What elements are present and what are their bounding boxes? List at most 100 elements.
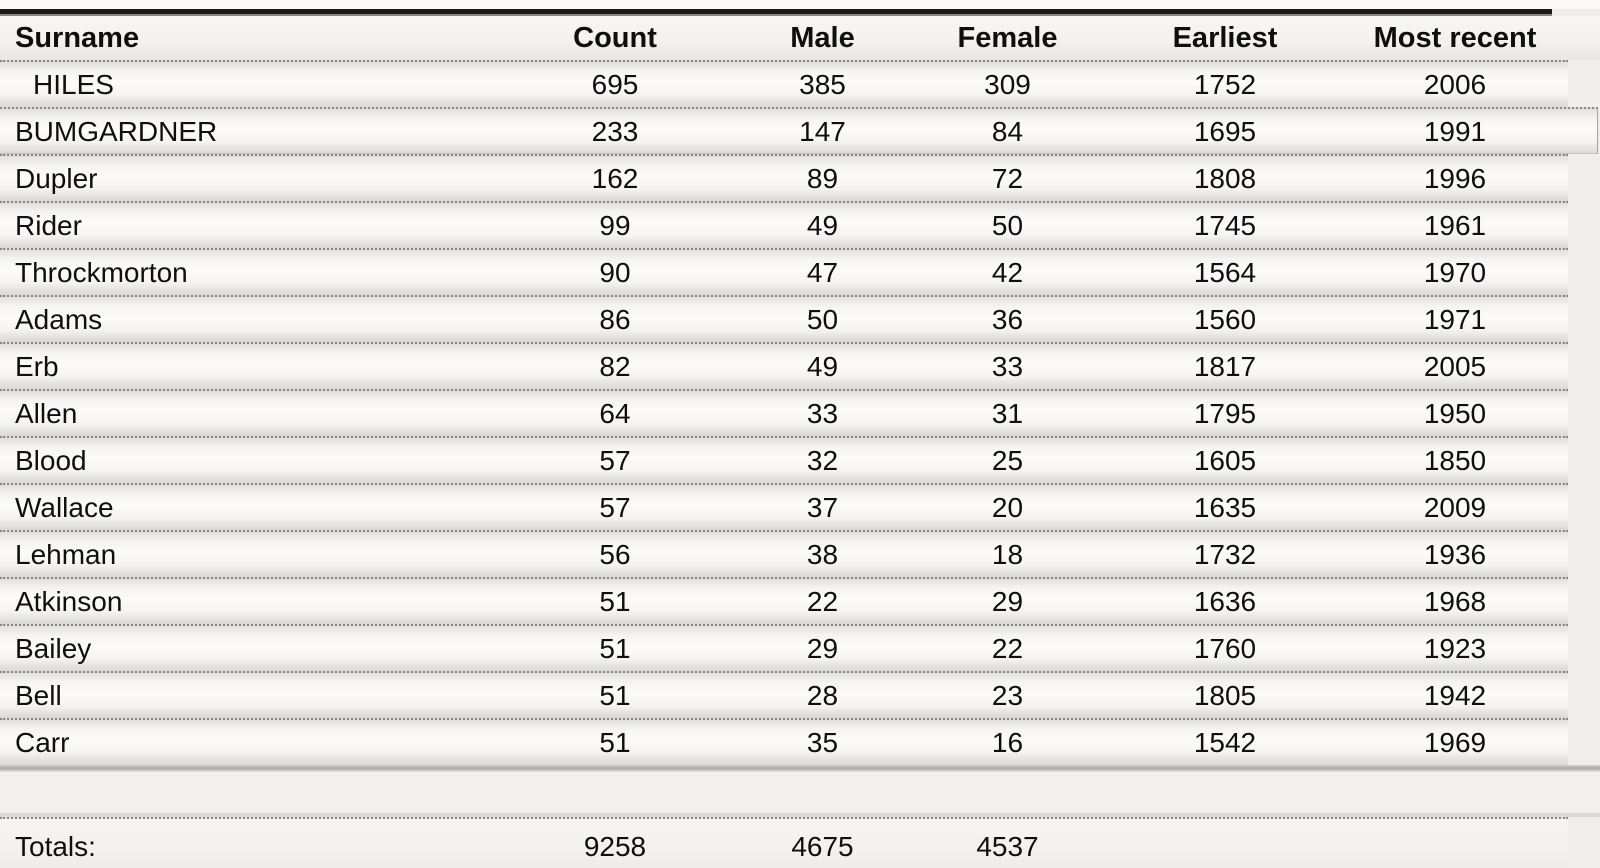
cell-female: 25	[991, 444, 1024, 476]
cell-count: 64	[599, 397, 631, 429]
table-row: Bailey 51 29 22 1760 1923	[0, 624, 1568, 671]
table-body: HILES 695 385 309 1752 2006 BUMGARDNER 2…	[0, 60, 1600, 765]
table-row: Rider 99 49 50 1745 1961	[0, 201, 1568, 248]
cell-count: 90	[599, 256, 631, 288]
cell-male: 49	[806, 350, 839, 382]
cell-female: 50	[991, 209, 1024, 241]
cell-surname: Adams	[15, 303, 103, 335]
cell-female: 33	[991, 350, 1024, 382]
cell-surname: Atkinson	[15, 585, 123, 617]
cell-female: 16	[991, 726, 1024, 758]
cell-surname: Blood	[15, 444, 87, 476]
cell-most-recent: 1970	[1423, 256, 1487, 288]
cell-most-recent: 1968	[1423, 585, 1487, 617]
cell-count: 51	[599, 726, 631, 758]
column-header-earliest: Earliest	[1172, 21, 1278, 54]
cell-surname: Throckmorton	[15, 256, 188, 288]
cell-male: 37	[806, 491, 839, 523]
cell-most-recent: 1942	[1423, 679, 1487, 711]
table-row: BUMGARDNER 233 147 84 1695 1991	[0, 107, 1598, 154]
table-row: Lehman 56 38 18 1732 1936	[0, 530, 1568, 577]
cell-female: 29	[991, 585, 1024, 617]
cell-count: 51	[599, 585, 631, 617]
cell-female: 31	[991, 397, 1024, 429]
totals-female-value: 4537	[976, 830, 1039, 862]
cell-count: 99	[599, 209, 631, 241]
cell-surname: HILES	[33, 68, 114, 100]
cell-earliest: 1542	[1193, 726, 1257, 758]
cell-most-recent: 2005	[1423, 350, 1487, 382]
cell-male: 29	[806, 632, 839, 664]
cell-earliest: 1564	[1193, 256, 1257, 288]
cell-most-recent: 1996	[1423, 162, 1487, 194]
cell-male: 28	[806, 679, 839, 711]
cell-earliest: 1808	[1193, 162, 1257, 194]
totals-row: Totals: 9258 4675 4537	[0, 817, 1568, 868]
cell-male: 33	[806, 397, 839, 429]
table-row: HILES 695 385 309 1752 2006	[0, 60, 1568, 107]
cell-count: 162	[591, 162, 639, 194]
cell-most-recent: 1961	[1423, 209, 1487, 241]
table-row: Blood 57 32 25 1605 1850	[0, 436, 1568, 483]
cell-female: 84	[991, 115, 1024, 147]
cell-male: 38	[806, 538, 839, 570]
table-row: Atkinson 51 22 29 1636 1968	[0, 577, 1568, 624]
table-row: Throckmorton 90 47 42 1564 1970	[0, 248, 1568, 295]
cell-male: 50	[806, 303, 839, 335]
table-row: Adams 86 50 36 1560 1971	[0, 295, 1568, 342]
table-header-row: Surname Count Male Female Earliest Most …	[0, 16, 1600, 60]
cell-earliest: 1752	[1193, 68, 1257, 100]
cell-male: 89	[806, 162, 839, 194]
table-row: Dupler 162 89 72 1808 1996	[0, 154, 1568, 201]
cell-male: 32	[806, 444, 839, 476]
cell-male: 49	[806, 209, 839, 241]
empty-spacer-row	[0, 772, 1600, 817]
cell-count: 56	[599, 538, 631, 570]
column-header-male: Male	[790, 21, 855, 54]
cell-most-recent: 1969	[1423, 726, 1487, 758]
cell-male: 35	[806, 726, 839, 758]
cell-earliest: 1636	[1193, 585, 1257, 617]
cell-most-recent: 1850	[1423, 444, 1487, 476]
cell-earliest: 1732	[1193, 538, 1257, 570]
cell-male: 147	[799, 115, 846, 147]
cell-male: 385	[799, 68, 846, 100]
totals-male-value: 4675	[791, 830, 854, 862]
cell-male: 47	[806, 256, 839, 288]
cell-earliest: 1560	[1193, 303, 1257, 335]
cell-count: 695	[591, 68, 639, 100]
cell-count: 57	[599, 491, 631, 523]
column-header-most-recent: Most recent	[1373, 21, 1537, 54]
cell-female: 23	[991, 679, 1024, 711]
cell-female: 309	[984, 68, 1031, 100]
cell-female: 20	[991, 491, 1024, 523]
cell-earliest: 1817	[1193, 350, 1257, 382]
table-row: Wallace 57 37 20 1635 2009	[0, 483, 1568, 530]
cell-surname: Bell	[15, 679, 62, 711]
cell-surname: Wallace	[15, 491, 114, 523]
top-margin-strip	[0, 0, 1600, 9]
cell-most-recent: 1936	[1423, 538, 1487, 570]
cell-count: 233	[591, 115, 639, 147]
cell-female: 22	[991, 632, 1024, 664]
cell-female: 36	[991, 303, 1024, 335]
cell-earliest: 1760	[1193, 632, 1257, 664]
cell-surname: Carr	[15, 726, 70, 758]
cell-surname: BUMGARDNER	[15, 115, 218, 147]
cell-earliest: 1695	[1193, 115, 1257, 147]
cell-count: 51	[599, 679, 631, 711]
cell-surname: Bailey	[15, 632, 92, 664]
cell-female: 42	[991, 256, 1024, 288]
totals-count-value: 9258	[583, 830, 647, 862]
cell-count: 86	[599, 303, 631, 335]
cell-female: 72	[991, 162, 1024, 194]
table-row: Bell 51 28 23 1805 1942	[0, 671, 1568, 718]
cell-count: 57	[599, 444, 631, 476]
cell-earliest: 1745	[1193, 209, 1257, 241]
totals-label: Totals:	[15, 830, 96, 862]
column-header-surname: Surname	[15, 21, 140, 54]
cell-most-recent: 2006	[1423, 68, 1487, 100]
cell-earliest: 1795	[1193, 397, 1257, 429]
cell-most-recent: 1991	[1423, 115, 1487, 147]
